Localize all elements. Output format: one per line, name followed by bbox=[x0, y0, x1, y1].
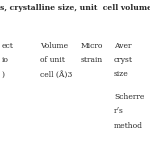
Text: cryst: cryst bbox=[114, 56, 133, 64]
Text: Volume: Volume bbox=[40, 42, 69, 50]
Text: strain: strain bbox=[81, 56, 103, 64]
Text: ect: ect bbox=[2, 42, 13, 50]
Text: Aver: Aver bbox=[114, 42, 132, 50]
Text: of unit: of unit bbox=[40, 56, 65, 64]
Text: Micro: Micro bbox=[81, 42, 103, 50]
Text: ers, crystalline size, unit  cell volume a: ers, crystalline size, unit cell volume … bbox=[0, 4, 150, 12]
Text: Scherre: Scherre bbox=[114, 93, 144, 101]
Text: cell (Å)3: cell (Å)3 bbox=[40, 70, 73, 78]
Text: io: io bbox=[2, 56, 8, 64]
Text: size: size bbox=[114, 70, 129, 78]
Text: method: method bbox=[114, 122, 143, 129]
Text: rʼs: rʼs bbox=[114, 107, 124, 115]
Text: ): ) bbox=[2, 70, 4, 78]
